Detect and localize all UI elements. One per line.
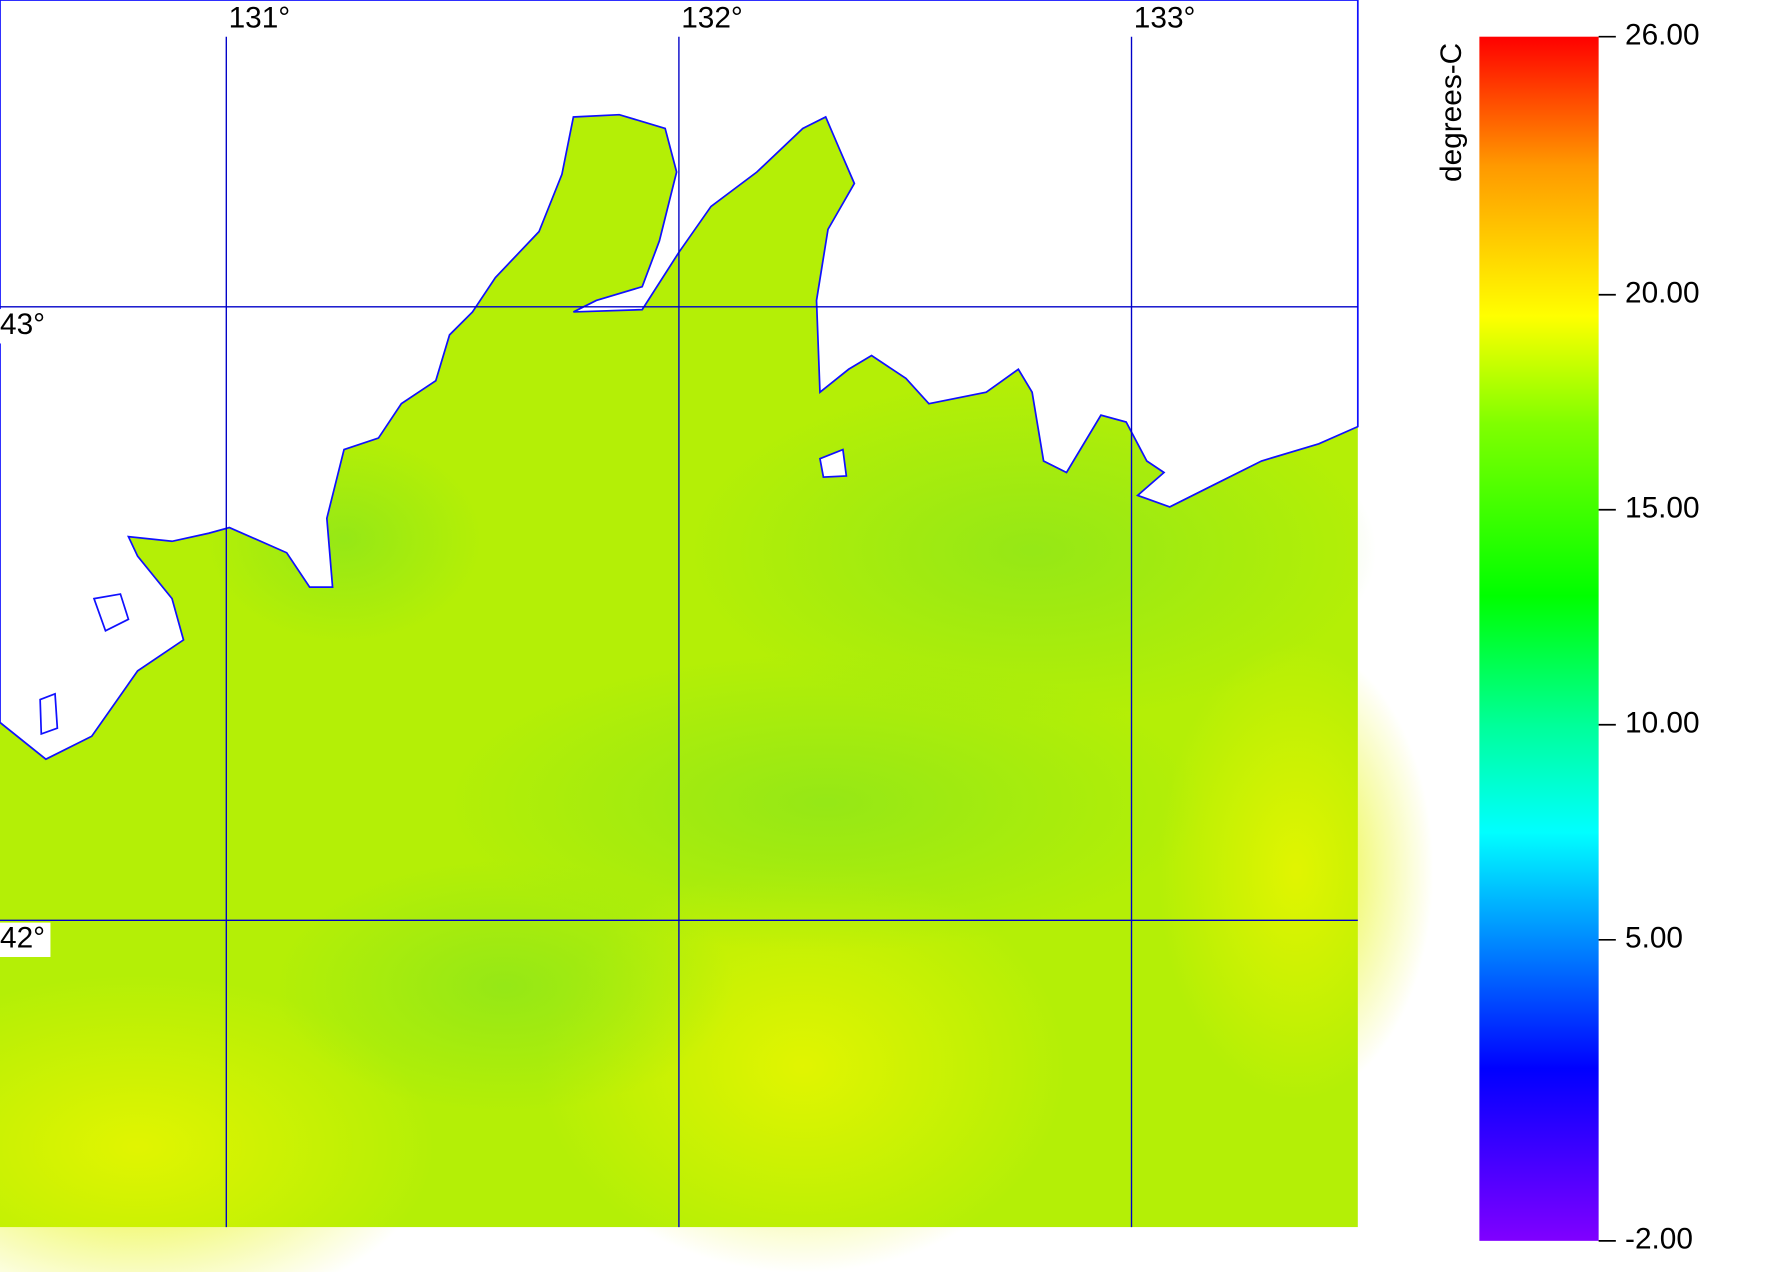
colorbar-tick-label: 20.00 — [1625, 277, 1700, 310]
land — [0, 0, 1359, 761]
colorbar: 26.00 20.00 15.00 10.00 5.00 -2.00 degrees-C — [1435, 19, 1700, 1256]
graticule: 131° 132° 133° 43° 42° — [0, 1, 1358, 1228]
island — [818, 448, 848, 478]
lat-label: 43° — [0, 308, 45, 341]
island — [39, 692, 59, 736]
lon-label: 131° — [229, 1, 291, 34]
colorbar-tick-label: 15.00 — [1625, 492, 1700, 525]
colorbar-tick-label: -2.00 — [1625, 1223, 1693, 1256]
colorbar-tick-label: 10.00 — [1625, 707, 1700, 740]
colorbar-tick-label: 26.00 — [1625, 19, 1700, 52]
figure-group: 131° 132° 133° 43° 42° 26.00 20.00 15.00 10.00 5… — [0, 0, 1700, 1272]
lat-label-bg — [0, 922, 51, 958]
island — [92, 593, 130, 632]
lon-label: 132° — [681, 1, 743, 34]
lat-label: 42° — [0, 922, 45, 955]
lat-label-bg — [0, 309, 51, 344]
lon-label: 133° — [1134, 1, 1196, 34]
colorbar-tick-label: 5.00 — [1625, 922, 1683, 955]
colorbar-ramp — [1479, 36, 1599, 1241]
colorbar-title: degrees-C — [1435, 43, 1468, 182]
